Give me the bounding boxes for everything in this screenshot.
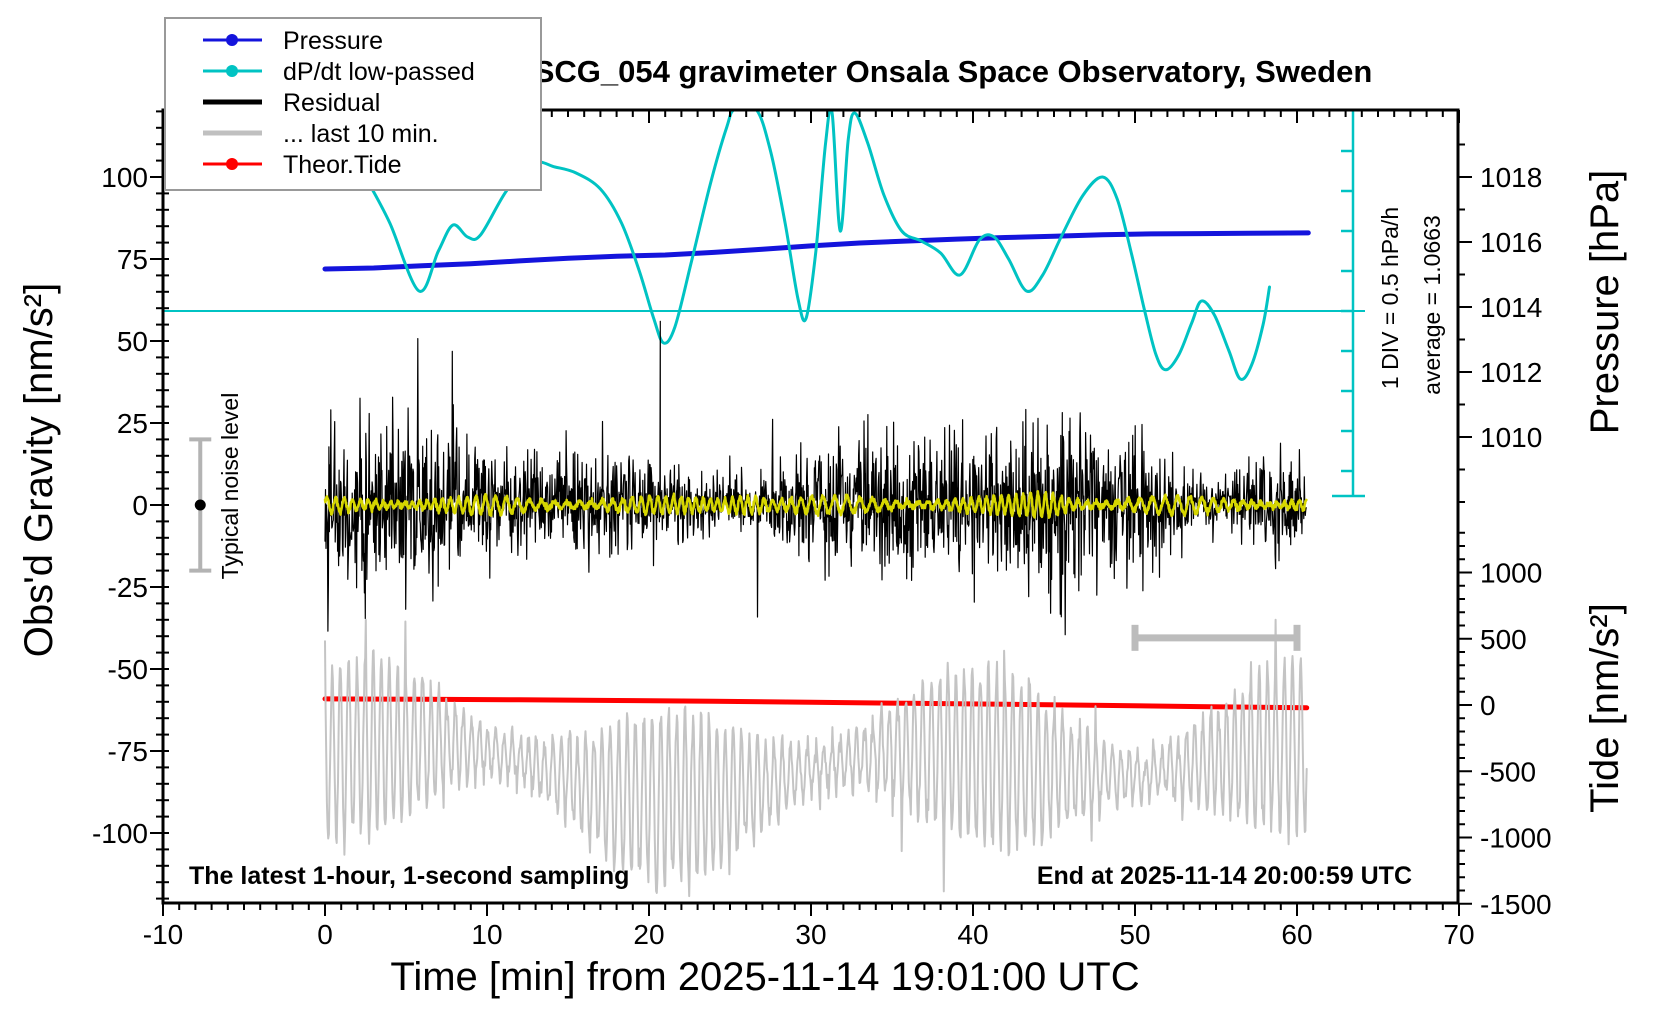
gravity-axis-label: Obs'd Gravity [nm/s²]	[17, 283, 61, 657]
legend-label-pressure: Pressure	[283, 27, 383, 55]
tide-tick-label: 0	[1480, 690, 1496, 721]
noise-bar-center-dot	[194, 499, 206, 511]
series-residual	[324, 320, 1307, 636]
x-tick-label: 20	[633, 919, 664, 950]
gravity-tick-label: -25	[108, 572, 148, 603]
chart-title: SCG_054 gravimeter Onsala Space Observat…	[534, 54, 1373, 89]
end-time-note: End at 2025-11-14 20:00:59 UTC	[1037, 862, 1412, 890]
legend-label-dpdt: dP/dt low-passed	[283, 58, 475, 86]
tide-tick-label: 1000	[1480, 558, 1542, 589]
gravity-tick-label: -100	[92, 818, 148, 849]
pressure-tick-label: 1010	[1480, 422, 1542, 453]
series-pressure	[322, 230, 1311, 272]
tide-tick-label: -1500	[1480, 889, 1552, 920]
x-tick-label: -10	[143, 919, 183, 950]
pressure-tick-label: 1012	[1480, 357, 1542, 388]
x-tick-label: 70	[1443, 919, 1474, 950]
noise-level-label: Typical noise level	[217, 393, 243, 580]
gravity-tick-label: 75	[117, 244, 148, 275]
x-axis-label: Time [min] from 2025-11-14 19:01:00 UTC	[390, 955, 1139, 999]
legend-entry-dpdt: dP/dt low-passed	[203, 58, 475, 86]
legend: Pressure dP/dt low-passed Residual ... l…	[164, 17, 542, 191]
legend-entry-last10: ... last 10 min.	[203, 120, 439, 148]
gravity-tick-label: 50	[117, 326, 148, 357]
series--last-10-min-magnified-	[324, 618, 1308, 898]
tide-axis-label: Tide [nm/s²]	[1583, 603, 1627, 813]
legend-label-tide: Theor.Tide	[283, 151, 402, 179]
x-tick-label: 40	[957, 919, 988, 950]
tide-tick-label: -1000	[1480, 823, 1552, 854]
x-tick-label: 50	[1119, 919, 1150, 950]
dpdt-dot-swatch	[226, 65, 238, 77]
tide-dot-swatch	[226, 158, 238, 170]
legend-entry-residual: Residual	[203, 89, 380, 117]
x-tick-label: 30	[795, 919, 826, 950]
x-tick-label: 10	[471, 919, 502, 950]
series-residual-low-passed	[323, 489, 1308, 520]
x-tick-label: 60	[1281, 919, 1312, 950]
pressure-axis-label: Pressure [hPa]	[1583, 170, 1627, 435]
gravity-tick-label: 100	[101, 162, 148, 193]
gravity-tick-label: 0	[132, 490, 148, 521]
tide-tick-label: 500	[1480, 624, 1527, 655]
series-layer	[322, 111, 1311, 898]
pressure-tick-label: 1014	[1480, 292, 1542, 323]
gravity-tick-label: 25	[117, 408, 148, 439]
x-tick-label: 0	[317, 919, 333, 950]
legend-label-residual: Residual	[283, 89, 380, 117]
pressure-tick-label: 1018	[1480, 162, 1542, 193]
div-scale-label: 1 DIV = 0.5 hPa/h	[1377, 207, 1403, 389]
sampling-note: The latest 1-hour, 1-second sampling	[189, 862, 629, 890]
gravity-tick-label: -75	[108, 736, 148, 767]
series-theor-tide	[322, 696, 1310, 711]
legend-entry-tide: Theor.Tide	[203, 151, 402, 179]
gravity-tick-label: -50	[108, 654, 148, 685]
legend-label-last10: ... last 10 min.	[283, 120, 439, 148]
average-label: average = 1.0663	[1419, 215, 1445, 395]
pressure-dot-swatch	[226, 34, 238, 46]
legend-entry-pressure: Pressure	[203, 27, 383, 55]
tide-tick-label: -500	[1480, 756, 1536, 787]
pressure-tick-label: 1016	[1480, 227, 1542, 258]
series-dp-dt-low-passed	[367, 111, 1271, 381]
